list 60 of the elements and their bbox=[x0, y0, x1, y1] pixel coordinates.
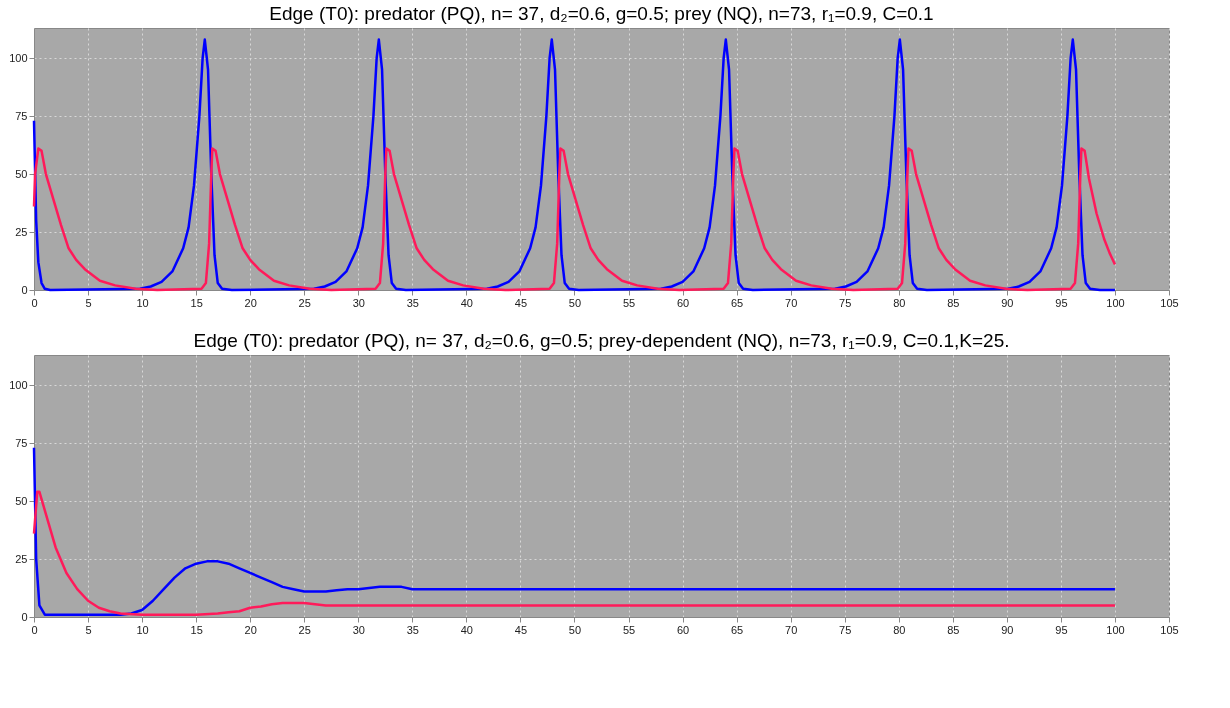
x-tick-label: 45 bbox=[514, 623, 528, 636]
x-tick-label: 60 bbox=[676, 623, 690, 636]
x-tick-label: 90 bbox=[1001, 296, 1014, 309]
x-tick-label: 20 bbox=[244, 623, 257, 636]
x-tick-label: 65 bbox=[730, 296, 744, 309]
x-tick-label: 45 bbox=[514, 296, 528, 309]
x-tick-label: 30 bbox=[352, 623, 365, 636]
x-tick-label: 0 bbox=[31, 296, 38, 309]
x-tick-label: 5 bbox=[85, 296, 92, 309]
x-tick-label: 65 bbox=[730, 623, 744, 636]
x-tick-label: 10 bbox=[136, 296, 149, 309]
y-tick-label: 100 bbox=[9, 378, 28, 391]
x-tick-label: 75 bbox=[839, 296, 852, 309]
x-tick-label: 55 bbox=[622, 296, 636, 309]
line-series bbox=[32, 38, 1117, 292]
x-tick-label: 25 bbox=[298, 623, 311, 636]
x-tick-label: 80 bbox=[893, 296, 906, 309]
x-tick-label: 5 bbox=[85, 623, 92, 636]
y-tick-label: 50 bbox=[15, 494, 28, 507]
y-tick-label: 0 bbox=[21, 610, 28, 623]
x-tick-label: 85 bbox=[947, 296, 960, 309]
x-tick-label: 95 bbox=[1055, 623, 1068, 636]
y-tick-label: 75 bbox=[15, 436, 28, 449]
x-tick-label: 60 bbox=[676, 296, 690, 309]
x-tick-label: 55 bbox=[622, 623, 636, 636]
x-tick-label: 85 bbox=[947, 623, 960, 636]
x-tick-label: 70 bbox=[785, 623, 798, 636]
x-tick-label: 40 bbox=[460, 623, 474, 636]
y-tick-label: 100 bbox=[9, 51, 28, 64]
x-tick-label: 30 bbox=[352, 296, 365, 309]
x-tick-label: 100 bbox=[1106, 296, 1125, 309]
x-tick-label: 100 bbox=[1106, 623, 1125, 636]
y-tick-label: 0 bbox=[21, 283, 28, 296]
x-tick-label: 15 bbox=[190, 623, 203, 636]
chart-title: Edge (T0): predator (PQ), n= 37, d₂=0.6, g=0.5; prey (NQ), n=73, r₁=0.9, C=0.1 bbox=[269, 3, 934, 24]
x-tick-label: 0 bbox=[31, 623, 38, 636]
x-tick-label: 90 bbox=[1001, 623, 1014, 636]
x-tick-label: 20 bbox=[244, 296, 257, 309]
x-tick-label: 15 bbox=[190, 296, 203, 309]
x-tick-label: 80 bbox=[893, 623, 906, 636]
line-series bbox=[32, 147, 1117, 292]
x-tick-label: 10 bbox=[136, 623, 149, 636]
y-tick-label: 25 bbox=[15, 225, 28, 238]
y-tick-label: 75 bbox=[15, 109, 28, 122]
x-tick-label: 105 bbox=[1160, 296, 1179, 309]
chart-title: Edge (T0): predator (PQ), n= 37, d₂=0.6, g=0.5; prey-dependent (NQ), n=73, r₁=0.9, C=0.1,K=25. bbox=[193, 330, 1010, 351]
line-series bbox=[32, 490, 1117, 616]
x-tick-label: 35 bbox=[406, 623, 419, 636]
x-tick-label: 40 bbox=[460, 296, 474, 309]
x-tick-label: 95 bbox=[1055, 296, 1068, 309]
x-tick-label: 105 bbox=[1160, 623, 1179, 636]
line-series bbox=[32, 446, 1117, 616]
y-tick-label: 50 bbox=[15, 167, 28, 180]
x-tick-label: 50 bbox=[568, 623, 582, 636]
x-tick-label: 70 bbox=[785, 296, 798, 309]
x-tick-label: 50 bbox=[568, 296, 582, 309]
x-tick-label: 75 bbox=[839, 623, 852, 636]
x-tick-label: 25 bbox=[298, 296, 311, 309]
y-tick-label: 25 bbox=[15, 552, 28, 565]
x-tick-label: 35 bbox=[406, 296, 419, 309]
